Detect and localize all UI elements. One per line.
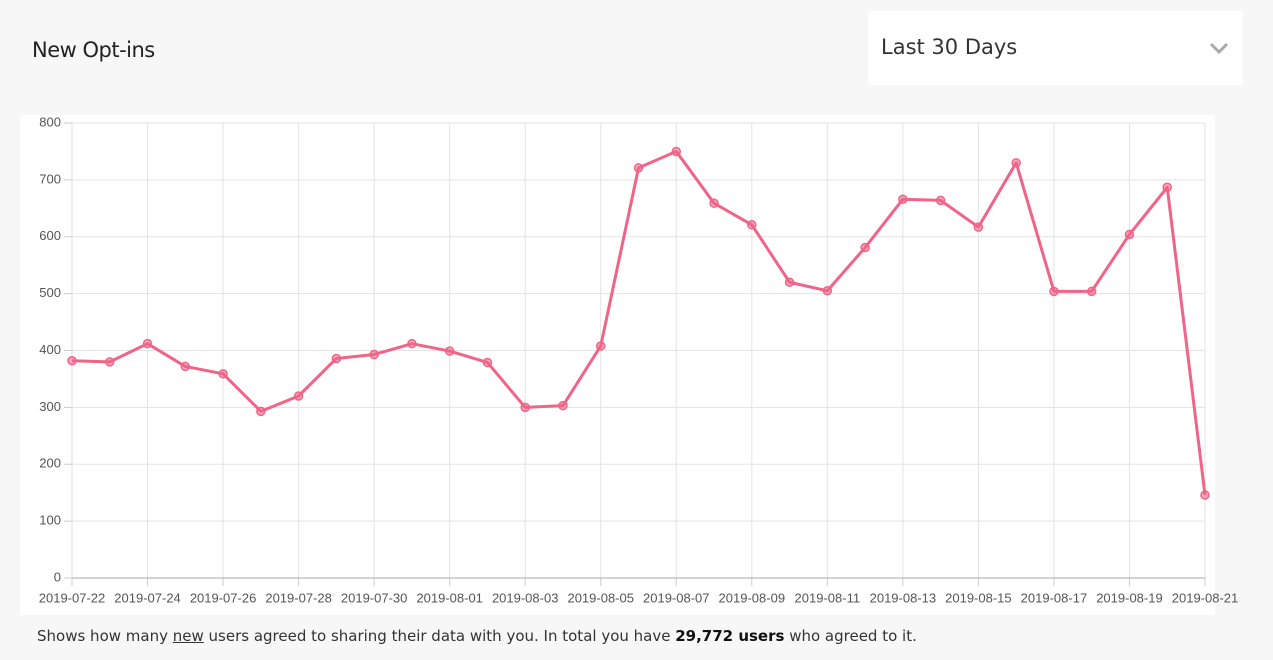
y-tick-label: 300 (39, 399, 61, 414)
x-tick-label: 2019-08-07 (643, 590, 710, 605)
data-point (293, 391, 304, 401)
data-point (784, 277, 795, 287)
footer-total: 29,772 users (675, 627, 785, 645)
data-point (407, 338, 417, 349)
data-point (595, 341, 606, 351)
footer-note: Shows how many new users agreed to shari… (37, 627, 917, 645)
y-tick-label: 200 (39, 456, 61, 471)
data-point (1200, 490, 1210, 500)
data-point (218, 369, 228, 379)
data-point (369, 349, 379, 360)
y-tick-label: 800 (39, 114, 61, 129)
x-tick-label: 2019-08-17 (1021, 590, 1088, 605)
footer-text: who agreed to it. (784, 627, 917, 645)
data-point (558, 400, 568, 411)
y-tick-label: 400 (39, 342, 61, 357)
x-tick-label: 2019-07-28 (265, 590, 332, 605)
x-tick-label: 2019-07-22 (39, 590, 106, 605)
x-tick-label: 2019-08-21 (1172, 590, 1239, 605)
x-tick-label: 2019-08-11 (795, 590, 861, 605)
data-point (860, 242, 870, 253)
data-point (973, 222, 984, 232)
x-tick-label: 2019-07-30 (341, 590, 408, 605)
data-point (935, 195, 946, 206)
x-tick-label: 2019-08-09 (719, 590, 786, 605)
data-point (671, 146, 682, 157)
chart: 0 100 200 300 400 500 600 700 800 2019-07-22 2019-… (20, 114, 1239, 615)
data-point (444, 346, 455, 356)
footer-text: Shows how many (37, 627, 173, 645)
data-point (1049, 286, 1059, 297)
data-point (142, 338, 153, 349)
range-dropdown[interactable]: Last 30 Days (868, 11, 1243, 85)
y-tick-label: 700 (39, 171, 61, 186)
y-tick-label: 0 (54, 569, 61, 584)
x-tick-label: 2019-07-24 (114, 590, 181, 605)
data-point (709, 198, 719, 208)
data-point (898, 194, 908, 204)
data-point (180, 361, 191, 372)
x-tick-label: 2019-08-05 (567, 590, 634, 605)
footer-text: users agreed to sharing their data with … (203, 627, 676, 645)
dropdown-value[interactable]: Last 30 Days (881, 35, 1018, 59)
data-point (1162, 182, 1172, 193)
footer-link[interactable]: new (172, 627, 204, 645)
x-tick-label: 2019-08-03 (492, 590, 559, 605)
page-title: New Opt-ins (32, 38, 155, 62)
data-point (105, 357, 115, 367)
x-tick-label: 2019-07-26 (190, 590, 257, 605)
data-point (520, 402, 530, 413)
x-tick-label: 2019-08-13 (870, 590, 937, 605)
data-point (633, 163, 644, 173)
data-point (1011, 158, 1021, 168)
chart-background (20, 115, 1215, 615)
x-tick-label: 2019-08-01 (416, 590, 483, 605)
data-point (331, 353, 342, 364)
data-point (482, 357, 493, 368)
data-point (747, 220, 757, 230)
data-point (256, 406, 266, 417)
data-point (1086, 286, 1097, 297)
x-tick-label: 2019-08-15 (945, 590, 1012, 605)
y-tick-label: 600 (39, 228, 61, 243)
y-tick-label: 500 (39, 285, 61, 300)
x-tick-label: 2019-08-19 (1096, 590, 1163, 605)
y-tick-label: 100 (39, 513, 61, 528)
data-point (1124, 229, 1135, 240)
data-point (822, 286, 833, 296)
chevron-icon[interactable] (1209, 41, 1229, 55)
data-point (67, 355, 77, 366)
